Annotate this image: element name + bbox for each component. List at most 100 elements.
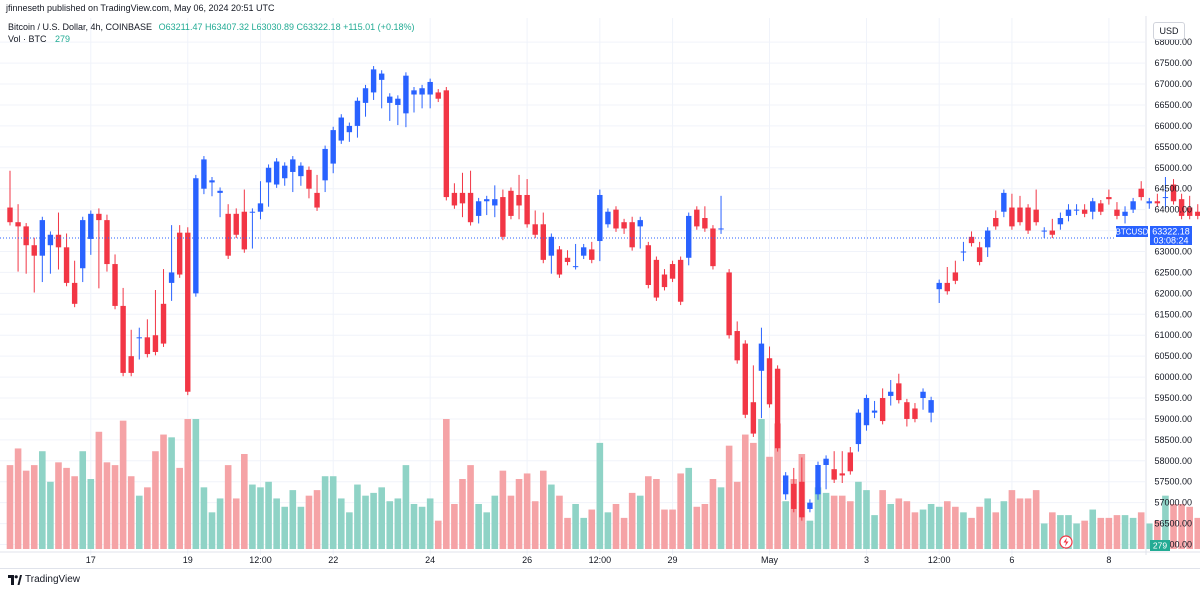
candle-body — [63, 247, 70, 283]
volume-bar — [386, 501, 394, 549]
candle-body — [112, 264, 118, 306]
volume-bar — [354, 484, 361, 549]
volume-bar — [531, 501, 539, 549]
volume-bar — [30, 465, 38, 549]
time-axis[interactable]: 17 19 12:00 22 24 26 12:00 29 May 3 12:00 6 8 — [0, 551, 1200, 565]
candle-body — [160, 303, 167, 344]
volume-bar — [39, 451, 46, 549]
candle-body — [354, 100, 361, 126]
candle-body — [1049, 230, 1056, 235]
candle-body — [758, 343, 765, 371]
candle-body — [427, 81, 433, 95]
chart-canvas[interactable]: 56000.00 56500.00 57000.00 57500.00 58000.00… — [0, 0, 1200, 568]
volume-bar — [774, 423, 781, 549]
tradingview-brand[interactable]: TradingView — [8, 574, 80, 585]
candle-body — [718, 228, 724, 230]
volume-bar — [329, 476, 337, 549]
candle-body — [80, 220, 86, 269]
volume-bar — [903, 501, 911, 549]
price-axis[interactable]: 56000.00 56500.00 57000.00 57500.00 58000.00… — [1145, 16, 1192, 555]
volume-bar — [337, 498, 345, 549]
volume-label: Vol · BTC — [8, 34, 47, 44]
price-tick-label: 61500.00 — [1154, 309, 1192, 319]
candle-body — [1041, 230, 1047, 232]
volume-bar — [814, 487, 822, 549]
candle-body — [661, 274, 668, 288]
candle-body — [863, 398, 870, 426]
candle-body — [23, 226, 29, 246]
candle-body — [896, 383, 902, 401]
candle-body — [273, 161, 280, 185]
candle-body — [104, 220, 110, 265]
volume-bar — [135, 495, 143, 549]
candle-body — [411, 90, 417, 95]
volume-bar — [758, 419, 765, 549]
lightning-icon[interactable] — [1059, 535, 1073, 549]
price-tick-label: 57500.00 — [1154, 477, 1192, 487]
candle-body — [144, 337, 151, 355]
price-tick-label: 58500.00 — [1154, 435, 1192, 445]
candle-body — [257, 203, 264, 212]
time-tick-label: 12:00 — [928, 555, 951, 565]
volume-bar — [200, 487, 208, 549]
candle-body — [1106, 197, 1112, 200]
candles — [7, 66, 1200, 521]
currency-selector[interactable]: USD — [1153, 22, 1185, 40]
volume-bar — [394, 498, 402, 549]
candle-body — [710, 228, 716, 267]
volume-value: 279 — [55, 34, 71, 44]
candle-body — [613, 209, 619, 229]
volume-bar — [119, 420, 127, 549]
time-tick-label: 22 — [328, 555, 338, 565]
price-tick-label: 59500.00 — [1154, 393, 1192, 403]
volume-bar — [927, 504, 935, 549]
volume-bar — [935, 506, 943, 549]
candle-body — [387, 96, 393, 103]
volume-bar — [1194, 517, 1200, 549]
volume-bar — [669, 509, 676, 549]
volume-bar — [879, 490, 886, 549]
volume-bar — [863, 490, 870, 549]
volume-bar — [911, 512, 919, 549]
volume-bar — [160, 434, 167, 549]
price-tick-label: 62000.00 — [1154, 288, 1192, 298]
volume-legend[interactable]: Vol · BTC 279 — [8, 34, 70, 44]
candle-body — [944, 282, 950, 292]
candle-body — [976, 247, 983, 262]
time-tick-label: 3 — [864, 555, 869, 565]
candle-body — [1057, 218, 1064, 225]
volume-bar — [1032, 490, 1040, 549]
candle-body — [694, 209, 700, 227]
candle-body — [920, 391, 926, 399]
price-tick-label: 57000.00 — [1154, 498, 1192, 508]
time-tick-label: 6 — [1009, 555, 1014, 565]
candle-body — [766, 358, 773, 405]
volume-bar — [491, 495, 499, 549]
candle-body — [88, 213, 94, 239]
candle-body — [669, 264, 676, 279]
candle-body — [492, 199, 498, 206]
volume-bar — [434, 520, 442, 549]
candle-body — [637, 220, 643, 227]
volume-bars — [6, 419, 1200, 549]
candle-body — [47, 234, 54, 246]
symbol-legend[interactable]: Bitcoin / U.S. Dollar, 4h, COINBASE O632… — [8, 22, 414, 32]
candle-body — [1138, 188, 1144, 198]
candle-body — [395, 98, 401, 105]
volume-bar — [168, 437, 175, 549]
candle-body — [217, 190, 223, 193]
volume-bar — [1178, 504, 1185, 549]
price-tick-label: 64500.00 — [1154, 184, 1192, 194]
volume-bar — [572, 504, 579, 549]
volume-bar — [1105, 517, 1113, 549]
volume-bar — [556, 495, 563, 549]
candle-body — [1081, 209, 1088, 214]
volume-bar — [596, 442, 604, 549]
volume-bar — [467, 465, 474, 549]
candle-body — [782, 475, 789, 495]
candle-body — [201, 159, 207, 189]
candle-body — [1098, 203, 1104, 212]
candle-body — [362, 88, 369, 103]
volume-bar — [1049, 512, 1056, 549]
time-tick-label: May — [761, 555, 779, 565]
